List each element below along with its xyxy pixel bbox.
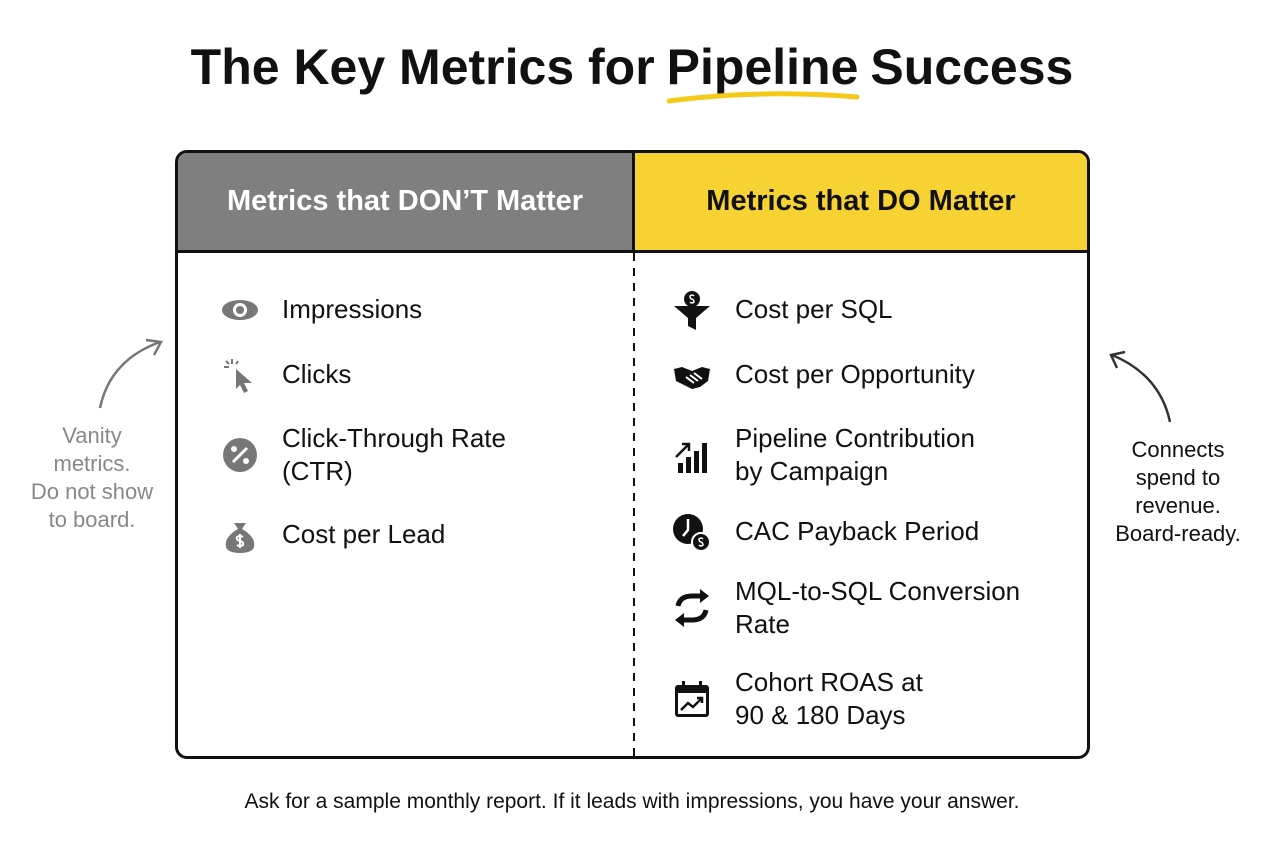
icon <box>670 679 714 724</box>
note-line: Board-ready. <box>1115 521 1241 546</box>
right-note: Connects spend to revenue. Board-ready. <box>1098 436 1258 548</box>
metric-item: MQL-to-SQL Conversion Rate <box>735 575 1020 641</box>
metric-item: CAC Payback Period <box>735 515 979 548</box>
metric-line: Cost per Lead <box>282 519 446 549</box>
metric-line: Clicks <box>282 359 352 389</box>
title: The Key Metrics for Pipeline Success <box>0 38 1264 104</box>
underline <box>666 91 860 104</box>
metric-item: Cost per Opportunity <box>735 358 975 391</box>
metric-item: Cost per SQL <box>735 293 893 326</box>
note-line: to board. <box>48 507 136 532</box>
left-note: Vanity metrics. Do not show to board. <box>12 422 172 534</box>
note-line: Vanity <box>62 423 122 448</box>
icon <box>670 355 714 400</box>
title-text: Success <box>870 39 1074 95</box>
note-line: metrics. <box>53 451 131 476</box>
metric-line: Impressions <box>282 294 423 324</box>
metric-line: MQL-to-SQL Conversion <box>735 576 1021 606</box>
metric-item: Cohort ROAS at 90 & 180 Days <box>735 666 923 732</box>
icon <box>670 290 714 335</box>
metric-item: Cost per Lead <box>282 518 445 551</box>
footer: Ask for a sample monthly report. If it l… <box>244 790 1020 813</box>
icon <box>670 588 714 633</box>
icon <box>218 435 262 480</box>
metric-item: Click-Through Rate (CTR) <box>282 422 506 488</box>
icon <box>218 355 262 400</box>
title-highlight: Pipeline <box>666 39 860 104</box>
title-text: The Key Metrics for <box>190 39 655 95</box>
left-header: Metrics that DON’T Matter <box>178 153 635 253</box>
metric-line: Pipeline Contribution <box>735 423 975 453</box>
note-line: revenue. <box>1135 493 1221 518</box>
metric-line: Cost per Opportunity <box>735 359 975 389</box>
metric-line: 90 & 180 Days <box>735 700 906 730</box>
metric-item: Pipeline Contribution by Campaign <box>735 422 975 488</box>
metric-line: Click-Through Rate <box>282 423 506 453</box>
icon <box>670 435 714 480</box>
icon <box>218 290 262 335</box>
metric-item: Clicks <box>282 358 351 391</box>
metric-line: Cohort ROAS at <box>735 667 923 697</box>
comparison-box: Metrics that DON’T Matter Metrics that D… <box>175 150 1090 759</box>
right-header: Metrics that DO Matter <box>635 153 1087 253</box>
note-line: spend to <box>1135 465 1221 490</box>
metric-line: CAC Payback Period <box>735 516 980 546</box>
metric-item: Impressions <box>282 293 422 326</box>
divider <box>633 253 635 756</box>
metric-line: Rate <box>735 609 790 639</box>
metric-line: by Campaign <box>735 456 889 486</box>
icon <box>670 512 714 557</box>
note-line: Do not show <box>30 479 154 504</box>
icon <box>218 515 262 560</box>
metric-line: Cost per SQL <box>735 294 893 324</box>
metric-line: (CTR) <box>282 456 353 486</box>
title-highlight-text: Pipeline <box>666 39 859 95</box>
note-line: Connects <box>1131 437 1225 462</box>
